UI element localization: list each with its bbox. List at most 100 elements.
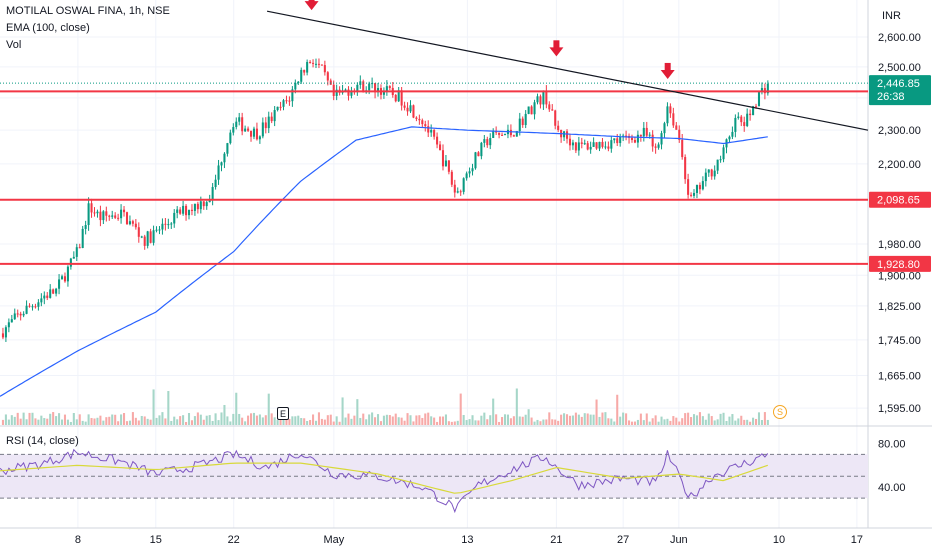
candle-body: [542, 90, 545, 105]
candle-body: [131, 221, 134, 224]
trendline[interactable]: [266, 10, 869, 131]
candle-body: [40, 298, 43, 303]
volume-bar: [607, 418, 610, 425]
volume-bar: [610, 418, 613, 425]
candle-body: [87, 203, 90, 226]
volume-bar: [453, 421, 456, 425]
ema-legend[interactable]: EMA (100, close): [6, 22, 90, 34]
candle-body: [749, 113, 752, 116]
candle-body: [273, 110, 276, 122]
candle-body: [10, 319, 13, 323]
candle-body: [376, 88, 380, 93]
volume-bar: [501, 417, 504, 425]
support-resistance-levels[interactable]: [0, 82, 868, 265]
candle-body: [675, 125, 678, 130]
candle-body: [453, 184, 456, 193]
earnings-badge[interactable]: E: [277, 407, 289, 420]
candle-body: [625, 135, 628, 137]
candle-body: [69, 258, 72, 267]
time-axis[interactable]: 8 15 22 May 13 21 27 Jun 10 17: [75, 534, 863, 546]
volume-bar: [359, 417, 362, 425]
volume-bar: [492, 398, 495, 425]
volume-bar: [515, 388, 518, 425]
candle-body: [503, 134, 507, 136]
volume-bar: [565, 414, 569, 425]
volume-bar: [589, 414, 592, 425]
volume-bar: [37, 419, 40, 425]
volume-bar: [232, 413, 235, 425]
volume-bar: [176, 419, 179, 425]
split-badge[interactable]: S: [773, 405, 787, 419]
candle-body: [397, 90, 400, 102]
candle-body: [25, 305, 28, 314]
candle-body: [539, 96, 542, 105]
volume-bar: [226, 416, 229, 425]
symbol-legend[interactable]: MOTILAL OSWAL FINA, 1h, NSE: [6, 5, 170, 17]
volume-bar: [415, 415, 418, 425]
volume-bar: [601, 412, 604, 425]
candle-body: [521, 118, 524, 126]
candle-body: [633, 140, 636, 143]
arrow-down-icon: [553, 40, 560, 49]
volume-bar: [675, 417, 678, 425]
volume-bar: [182, 415, 185, 425]
candle-body: [223, 153, 226, 163]
candle-body: [536, 96, 539, 103]
candle-body: [167, 224, 170, 226]
volume-bar: [421, 417, 424, 425]
candle-body: [568, 138, 572, 146]
candle-body: [46, 295, 49, 298]
volume-bar: [681, 418, 684, 425]
volume-bar: [329, 414, 332, 425]
volume-bar: [40, 415, 43, 425]
price-tick-label: 1,745.00: [878, 335, 921, 347]
price-tick-label: 1,825.00: [878, 301, 921, 313]
volume-bar: [81, 420, 84, 425]
candle-body: [326, 72, 329, 81]
candle-body: [666, 106, 669, 124]
candle-body: [412, 105, 415, 118]
volume-bar: [571, 415, 574, 425]
volume-bar: [560, 414, 563, 425]
volume-bar: [521, 416, 524, 425]
candle-body: [193, 203, 196, 211]
volume-bar: [199, 414, 202, 425]
volume-bar: [276, 420, 279, 425]
candle-body: [400, 90, 403, 106]
volume-bar: [58, 413, 61, 425]
volume-bar: [648, 421, 651, 425]
candle-body: [530, 106, 533, 115]
candle-body: [306, 61, 309, 73]
volume-bar: [628, 420, 631, 425]
candle-body: [140, 236, 143, 238]
volume-legend[interactable]: Vol: [6, 39, 22, 51]
arrow-markers[interactable]: [304, 0, 675, 79]
candle-body: [430, 130, 433, 133]
currency-label[interactable]: INR: [882, 10, 901, 22]
volume-bar: [131, 412, 134, 425]
candle-body: [63, 276, 67, 282]
volume-bar: [660, 416, 663, 425]
volume-bar: [128, 420, 131, 425]
candle-body: [509, 129, 512, 136]
candle-body: [249, 130, 253, 137]
volume-bar: [158, 415, 161, 425]
volume-bar: [84, 421, 87, 425]
volume-bar: [710, 416, 713, 425]
candle-body: [415, 117, 418, 119]
candle-body: [362, 81, 365, 93]
volume-bar: [196, 412, 199, 425]
last-price-tag-text: 2,446.85: [877, 78, 920, 90]
volume-bar: [187, 413, 191, 425]
rsi-legend[interactable]: RSI (14, close): [6, 435, 79, 447]
volume-bar: [563, 413, 566, 425]
candle-body: [90, 203, 93, 213]
volume-bar: [397, 417, 400, 425]
candle-body: [19, 313, 22, 316]
volume-bar: [616, 394, 619, 425]
volume-bar: [235, 392, 238, 425]
candle-body: [551, 109, 554, 111]
volume-bar: [288, 419, 291, 425]
